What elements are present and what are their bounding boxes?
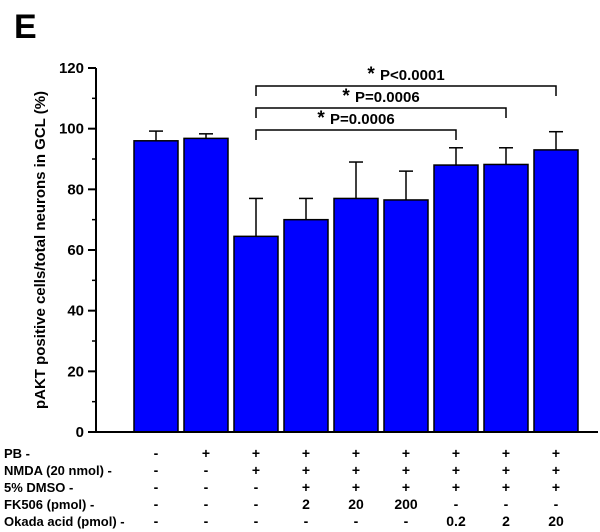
row-5-cell-6: - [404, 513, 409, 529]
error-bar-6 [399, 170, 413, 200]
y-tick-label-120: 120 [59, 60, 84, 77]
row-3-cell-4: + [302, 479, 310, 495]
bars-layer [133, 137, 579, 433]
panel-letter: E [14, 8, 37, 46]
row-4-cell-7: - [454, 496, 459, 512]
row-2-cell-4: + [302, 462, 310, 478]
row-1-cell-8: + [502, 445, 510, 461]
significance-label: * P=0.0006 [317, 108, 394, 129]
bracket-line [255, 107, 507, 118]
row-2-cell-3: + [252, 462, 260, 478]
row-5-cell-7: 0.2 [446, 513, 466, 529]
error-bar-8 [499, 147, 513, 165]
bar-4 [283, 218, 329, 433]
row-2-cell-2: - [204, 462, 209, 478]
row-1-cell-1: - [154, 445, 159, 461]
y-tick-label-60: 60 [67, 242, 84, 259]
row-label-2: NMDA (20 nmol) - [4, 463, 112, 478]
row-4-cell-8: - [504, 496, 509, 512]
row-3-cell-2: - [204, 479, 209, 495]
error-bar-1 [149, 130, 163, 141]
row-2-cell-6: + [402, 462, 410, 478]
row-1-cell-9: + [552, 445, 560, 461]
row-3-cell-7: + [452, 479, 460, 495]
significance-label: * P=0.0006 [342, 86, 419, 107]
row-5-cell-8: 2 [502, 513, 510, 529]
row-4-cell-9: - [554, 496, 559, 512]
row-5-cell-1: - [154, 513, 159, 529]
row-5-cell-4: - [304, 513, 309, 529]
y-tick-label-20: 20 [67, 363, 84, 380]
y-tick-label-80: 80 [67, 181, 84, 198]
bracket-line [255, 85, 557, 96]
y-tick-label-40: 40 [67, 303, 84, 320]
row-4-cell-1: - [154, 496, 159, 512]
row-1-cell-3: + [252, 445, 260, 461]
p-value: P=0.0006 [330, 111, 395, 128]
row-2-cell-7: + [452, 462, 460, 478]
bar-9 [533, 149, 579, 433]
row-1-cell-2: + [202, 445, 210, 461]
significance-star: * [367, 64, 380, 85]
bar-2 [183, 137, 229, 433]
row-label-4: FK506 (pmol) - [4, 497, 94, 512]
error-bar-4 [299, 197, 313, 220]
row-label-1: PB - [4, 446, 30, 461]
significance-layer: * P<0.0001* P=0.0006* P=0.0006 [255, 64, 557, 140]
row-3-cell-8: + [502, 479, 510, 495]
significance-bracket-2: * P=0.0006 [255, 86, 507, 118]
significance-label: * P<0.0001 [367, 64, 444, 85]
row-2-cell-5: + [352, 462, 360, 478]
row-label-5: Okada acid (pmol) - [4, 514, 125, 529]
error-bar-5 [349, 161, 363, 199]
bracket-line [255, 129, 457, 140]
row-2-cell-1: - [154, 462, 159, 478]
row-3-cell-9: + [552, 479, 560, 495]
bar-3 [233, 235, 279, 433]
y-tick-label-100: 100 [59, 121, 84, 138]
significance-star: * [317, 108, 330, 129]
row-5-cell-5: - [354, 513, 359, 529]
significance-bracket-1: * P<0.0001 [255, 64, 557, 96]
row-5-cell-3: - [254, 513, 259, 529]
row-label-3: 5% DMSO - [4, 480, 73, 495]
row-3-cell-3: - [254, 479, 259, 495]
row-2-cell-8: + [502, 462, 510, 478]
row-5-cell-2: - [204, 513, 209, 529]
row-2-cell-9: + [552, 462, 560, 478]
error-bar-9 [549, 130, 563, 150]
error-bar-7 [449, 147, 463, 166]
bar-5 [333, 197, 379, 433]
error-bar-2 [199, 133, 213, 139]
row-4-cell-4: 2 [302, 496, 310, 512]
row-4-cell-6: 200 [394, 496, 418, 512]
row-4-cell-3: - [254, 496, 259, 512]
row-1-cell-7: + [452, 445, 460, 461]
error-bars-layer [149, 130, 563, 237]
bar-6 [383, 199, 429, 433]
row-3-cell-1: - [154, 479, 159, 495]
row-1-cell-5: + [352, 445, 360, 461]
p-value: P<0.0001 [380, 67, 445, 84]
row-5-cell-9: 20 [548, 513, 564, 529]
row-3-cell-6: + [402, 479, 410, 495]
y-axis-label: pAKT positive cells/total neurons in GCL… [32, 91, 49, 409]
row-1-cell-6: + [402, 445, 410, 461]
treatment-table: PB - - + + + + + + + +NMDA (20 nmol) - - - + + + + + + +5%… [4, 445, 564, 529]
bar-1 [133, 140, 179, 433]
axes-layer: 0 20 40 60 80 100 120 [59, 60, 598, 441]
significance-star: * [342, 86, 355, 107]
significance-bracket-3: * P=0.0006 [255, 108, 457, 140]
error-bar-3 [249, 197, 263, 237]
row-4-cell-5: 20 [348, 496, 364, 512]
y-tick-label-0: 0 [76, 424, 84, 441]
bar-7 [433, 164, 479, 433]
row-4-cell-2: - [204, 496, 209, 512]
row-1-cell-4: + [302, 445, 310, 461]
row-3-cell-5: + [352, 479, 360, 495]
bar-8 [483, 163, 529, 433]
p-value: P=0.0006 [355, 89, 420, 106]
